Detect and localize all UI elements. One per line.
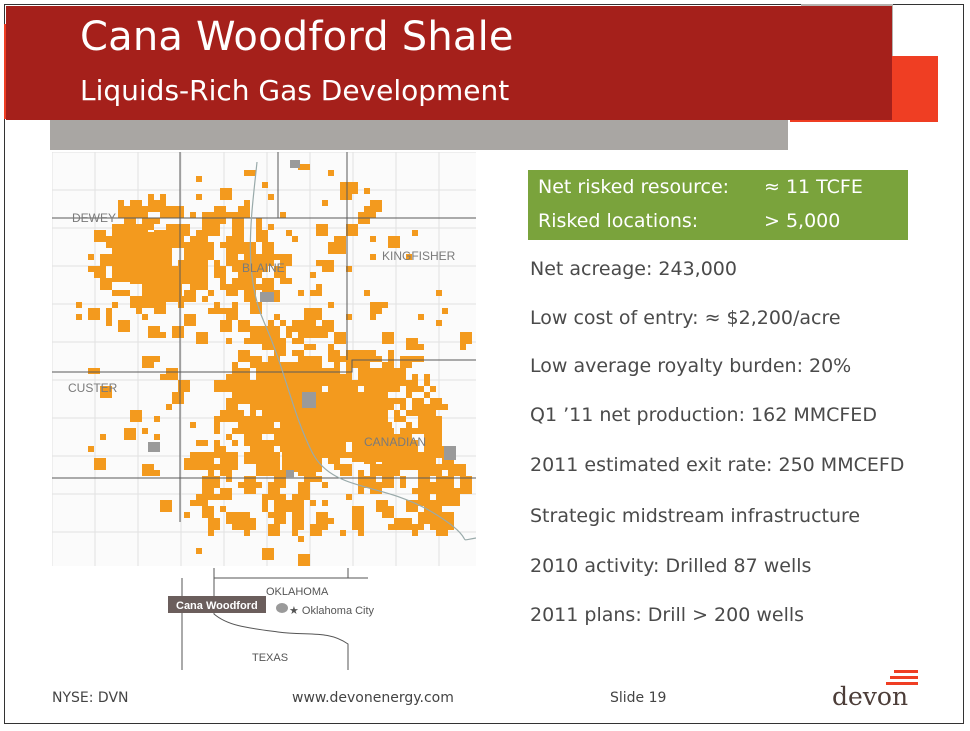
title-banner-extension: [801, 56, 892, 90]
gray-band: [50, 118, 788, 150]
highlight-value: ≈ 11 TCFE: [764, 176, 863, 198]
county-label-custer: CUSTER: [68, 381, 118, 395]
slide-subtitle: Liquids-Rich Gas Development: [80, 74, 510, 107]
highlight-box: Net risked resource: ≈ 11 TCFE Risked lo…: [528, 170, 908, 240]
fact-item: Q1 ’11 net production: 162 MMCFED: [530, 404, 877, 426]
county-label-kingfisher: KINGFISHER: [382, 249, 456, 263]
play-area-marker: [276, 603, 288, 613]
acreage-map-graphic: DEWEY BLAINE KINGFISHER CUSTER CANADIAN: [52, 152, 476, 566]
county-label-blaine: BLAINE: [242, 261, 285, 275]
fact-item: Low cost of entry: ≈ $2,200/acre: [530, 307, 841, 329]
logo-wordmark: devon: [832, 682, 909, 711]
fact-item: Net acreage: 243,000: [530, 258, 737, 280]
fact-item: 2011 plans: Drill > 200 wells: [530, 604, 805, 626]
city-label: ★ Oklahoma City: [289, 605, 375, 617]
state-label-texas: TEXAS: [252, 652, 288, 664]
fact-item: Low average royalty burden: 20%: [530, 355, 852, 377]
slide-title: Cana Woodford Shale: [80, 14, 514, 60]
logo-stripes-icon: [886, 670, 918, 685]
county-label-dewey: DEWEY: [72, 211, 116, 225]
play-label: Cana Woodford: [176, 600, 258, 612]
fact-item: 2010 activity: Drilled 87 wells: [530, 555, 812, 577]
highlight-label: Net risked resource:: [538, 176, 730, 198]
title-banner: [6, 6, 892, 120]
fact-item: 2011 estimated exit rate: 250 MMCEFD: [530, 454, 905, 476]
state-label-oklahoma: OKLAHOMA: [266, 586, 329, 598]
play-label-box: [168, 596, 266, 613]
highlight-label: Risked locations:: [538, 210, 699, 232]
location-inset-map: Cana Woodford OKLAHOMA ★ Oklahoma City T…: [168, 566, 388, 676]
fact-item: Strategic midstream infrastructure: [530, 505, 861, 527]
devon-logo: devon: [832, 668, 932, 712]
footer-ticker: NYSE: DVN: [52, 690, 129, 706]
inset-map-graphic: Cana Woodford OKLAHOMA ★ Oklahoma City T…: [168, 568, 375, 670]
acreage-map: DEWEY BLAINE KINGFISHER CUSTER CANADIAN: [52, 152, 476, 566]
highlight-value: > 5,000: [764, 210, 841, 232]
county-label-canadian: CANADIAN: [364, 435, 426, 449]
footer-slide-number: Slide 19: [610, 690, 667, 706]
footer-website[interactable]: www.devonenergy.com: [292, 690, 454, 706]
